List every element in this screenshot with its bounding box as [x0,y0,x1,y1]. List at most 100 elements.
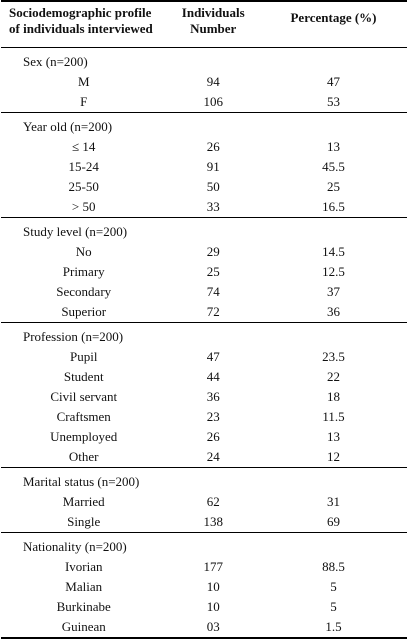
row-percentage: 22 [327,368,340,384]
row-number: 177 [203,558,223,574]
row-percentage: 11.5 [322,408,345,424]
empty-cell [260,322,407,347]
table-row: Burkinabe 10 5 [1,597,407,617]
row-number: 138 [203,513,223,529]
section-header-row: Marital status (n=200) [1,467,407,492]
row-percentage: 14.5 [322,243,345,259]
row-percentage: 5 [330,578,337,594]
empty-cell [260,532,407,557]
row-percentage: 13 [327,428,340,444]
section-title: Nationality (n=200) [23,538,127,554]
row-label: Pupil [69,348,98,364]
section-title: Profession (n=200) [23,328,124,344]
row-label: Other [68,448,99,464]
table-section: Profession (n=200) Pupil 47 23.5 Student 44 22… [1,322,407,467]
column-header-profile-line2: of individuals interviewed [9,21,153,36]
row-number: 29 [206,243,220,259]
row-label: Guinean [61,618,106,634]
row-number: 47 [206,348,220,364]
row-percentage: 23.5 [322,348,345,364]
row-percentage: 31 [327,493,340,509]
row-label: Burkinabe [56,598,111,614]
column-header-number-line2: Number [190,21,237,36]
row-label: Ivorian [64,558,103,574]
row-number: 26 [206,138,220,154]
row-percentage: 37 [327,283,340,299]
empty-cell [260,467,407,492]
empty-cell [260,217,407,242]
row-percentage: 13 [327,138,340,154]
empty-cell [260,47,407,72]
row-number: 106 [203,93,223,109]
table-row: Craftsmen 23 11.5 [1,407,407,427]
row-number: 23 [206,408,220,424]
section-title: Marital status (n=200) [23,473,140,489]
row-label: Civil servant [50,388,118,404]
row-percentage: 16.5 [322,198,345,214]
table-row: No 29 14.5 [1,242,407,262]
row-label: 25-50 [68,178,99,194]
section-header-row: Nationality (n=200) [1,532,407,557]
column-header-profile-line1: Sociodemographic profile [9,5,152,20]
row-label: F [80,93,88,109]
row-label: Craftsmen [56,408,111,424]
section-title: Study level (n=200) [23,223,128,239]
table-row: Malian 10 5 [1,577,407,597]
section-title: Year old (n=200) [23,118,113,134]
row-label: Single [67,513,101,529]
row-number: 25 [206,263,220,279]
header-row: Sociodemographic profile of individuals … [1,1,407,47]
row-number: 24 [206,448,220,464]
empty-cell [166,322,260,347]
table-row: Other 24 12 [1,447,407,468]
row-percentage: 69 [327,513,340,529]
table-section: Year old (n=200) ≤ 14 26 13 15-24 91 45.5 25-50… [1,112,407,217]
table-section: Marital status (n=200) Married 62 31 Single 1… [1,467,407,532]
table-row: Single 138 69 [1,512,407,533]
table-row: ≤ 14 26 13 [1,137,407,157]
row-percentage: 25 [327,178,340,194]
row-label: Superior [61,303,107,319]
table-row: M 94 47 [1,72,407,92]
row-label: M [77,73,90,89]
row-label: > 50 [71,198,96,214]
empty-cell [260,112,407,137]
empty-cell [166,467,260,492]
table-section: Nationality (n=200) Ivorian 177 88.5 Malian 1… [1,532,407,638]
row-label: 15-24 [68,158,99,174]
row-number: 33 [206,198,220,214]
row-number: 36 [206,388,220,404]
column-header-percentage: Percentage (%) [290,10,377,25]
column-header-number-line1: Individuals [181,5,245,20]
table-header: Sociodemographic profile of individuals … [1,1,407,47]
table-row: Secondary 74 37 [1,282,407,302]
table-row: Student 44 22 [1,367,407,387]
row-percentage: 47 [327,73,340,89]
table-row: Unemployed 26 13 [1,427,407,447]
row-percentage: 5 [330,598,337,614]
row-percentage: 12.5 [322,263,345,279]
table-row: 25-50 50 25 [1,177,407,197]
table-row: Primary 25 12.5 [1,262,407,282]
table-row: 15-24 91 45.5 [1,157,407,177]
row-number: 10 [206,598,220,614]
row-label: Secondary [56,283,112,299]
row-percentage: 45.5 [322,158,345,174]
row-number: 44 [206,368,220,384]
row-number: 10 [206,578,220,594]
row-number: 74 [206,283,220,299]
row-label: Malian [65,578,103,594]
table-row: F 106 53 [1,92,407,113]
row-number: 94 [206,73,220,89]
row-number: 03 [206,618,220,634]
empty-cell [166,532,260,557]
row-percentage: 18 [327,388,340,404]
column-header-profile: Sociodemographic profile of individuals … [1,1,166,47]
section-header-row: Profession (n=200) [1,322,407,347]
row-percentage: 88.5 [322,558,345,574]
table-row: Guinean 03 1.5 [1,617,407,638]
row-label: Student [63,368,104,384]
row-label: Unemployed [50,428,118,444]
